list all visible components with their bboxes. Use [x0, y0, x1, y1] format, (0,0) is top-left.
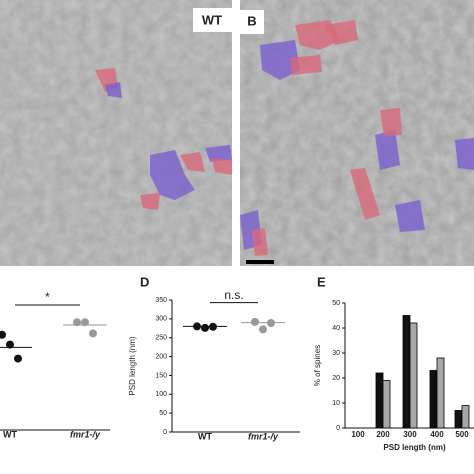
panel-label: E — [317, 274, 326, 289]
y-tick-label: 100 — [155, 391, 167, 398]
data-point — [14, 354, 22, 363]
y-tick-label: 250 — [155, 335, 167, 342]
bar — [454, 410, 463, 429]
x-tick-label: WT — [3, 429, 17, 439]
y-axis-label: PSD length (nm) — [128, 336, 137, 395]
y-tick-label: 200 — [155, 353, 167, 360]
y-axis-label: % of spines — [313, 345, 322, 386]
bar — [402, 315, 411, 429]
bar — [461, 405, 470, 429]
significance-label: * — [45, 290, 50, 304]
y-tick-label: 30 — [332, 350, 340, 357]
x-tick-label: 400 — [430, 430, 444, 439]
panel-label: D — [140, 274, 149, 289]
image-label: WT — [202, 12, 222, 27]
bar — [375, 372, 384, 429]
data-point — [89, 329, 97, 338]
data-point — [259, 325, 267, 334]
x-tick-label: 300 — [403, 430, 417, 439]
significance-label: n.s. — [224, 288, 243, 302]
data-point — [201, 323, 209, 332]
y-tick-label: 0 — [163, 429, 167, 436]
x-tick-label: 200 — [376, 430, 390, 439]
data-point — [6, 340, 14, 349]
y-tick-label: 50 — [332, 300, 340, 307]
y-tick-label: 300 — [155, 316, 167, 323]
y-tick-label: 350 — [155, 297, 167, 304]
y-tick-label: 0 — [336, 425, 340, 432]
y-tick-label: 10 — [332, 400, 340, 407]
em-image-right: B — [240, 0, 474, 266]
image-label: B — [247, 13, 256, 28]
y-tick-label: 50 — [159, 410, 167, 417]
x-tick-label: 500 — [455, 430, 469, 439]
data-point — [251, 317, 259, 326]
bar — [436, 357, 445, 429]
y-tick-label: 40 — [332, 325, 340, 332]
x-tick-label: WT — [198, 431, 212, 441]
data-point — [0, 330, 6, 339]
y-tick-label: 20 — [332, 375, 340, 382]
x-tick-label: fmr1-/y — [70, 429, 101, 439]
data-point — [73, 318, 81, 327]
bar — [429, 370, 438, 429]
x-tick-label: fmr1-/y — [248, 431, 279, 441]
data-point — [81, 318, 89, 327]
em-image-left: WT — [0, 0, 232, 266]
x-axis-label: PSD length (nm) — [383, 443, 446, 452]
x-tick-label: 100 — [351, 430, 365, 439]
bar — [382, 380, 391, 429]
bar — [409, 322, 418, 429]
y-tick-label: 150 — [155, 372, 167, 379]
